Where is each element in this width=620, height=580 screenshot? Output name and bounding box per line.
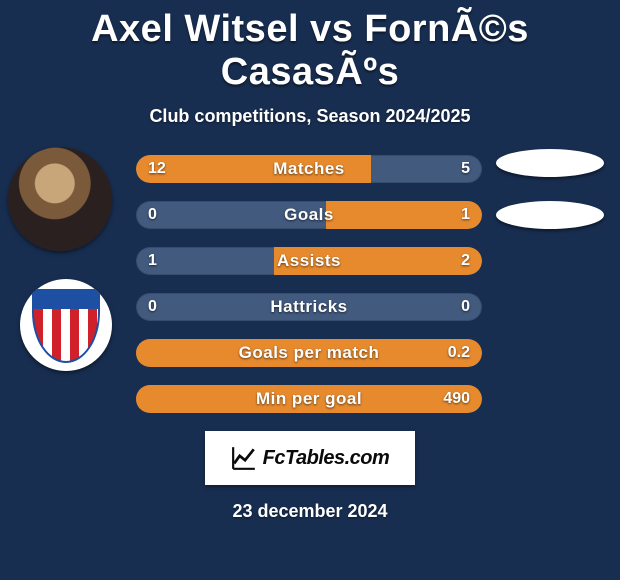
stat-label: Goals xyxy=(136,201,482,229)
chart-icon xyxy=(231,445,257,471)
stat-value-right: 0.2 xyxy=(448,339,470,367)
right-player-column xyxy=(496,149,606,229)
left-player-column xyxy=(8,147,118,371)
stat-bar: 0Goals1 xyxy=(136,201,482,229)
brand-text: FcTables.com xyxy=(263,447,390,470)
date-label: 23 december 2024 xyxy=(0,501,620,522)
stat-label: Goals per match xyxy=(136,339,482,367)
subtitle: Club competitions, Season 2024/2025 xyxy=(0,106,620,127)
player-avatar xyxy=(8,147,112,251)
stat-label: Assists xyxy=(136,247,482,275)
page-title: Axel Witsel vs FornÃ©s CasasÃºs xyxy=(0,0,620,94)
stat-value-right: 5 xyxy=(461,155,470,183)
stat-bar: 1Assists2 xyxy=(136,247,482,275)
comparison-panel: 12Matches50Goals11Assists20Hattricks0Goa… xyxy=(0,155,620,413)
stat-value-right: 2 xyxy=(461,247,470,275)
stat-bar: Goals per match0.2 xyxy=(136,339,482,367)
stat-value-right: 1 xyxy=(461,201,470,229)
stat-bar: 12Matches5 xyxy=(136,155,482,183)
player-silhouette xyxy=(496,149,604,177)
stat-bar: 0Hattricks0 xyxy=(136,293,482,321)
club-logo xyxy=(20,279,112,371)
stat-label: Min per goal xyxy=(136,385,482,413)
club-silhouette xyxy=(496,201,604,229)
stat-value-right: 490 xyxy=(443,385,470,413)
brand-box[interactable]: FcTables.com xyxy=(205,431,415,485)
stat-bar: Min per goal490 xyxy=(136,385,482,413)
stat-label: Matches xyxy=(136,155,482,183)
stat-value-right: 0 xyxy=(461,293,470,321)
stat-label: Hattricks xyxy=(136,293,482,321)
stat-bars: 12Matches50Goals11Assists20Hattricks0Goa… xyxy=(136,155,482,413)
